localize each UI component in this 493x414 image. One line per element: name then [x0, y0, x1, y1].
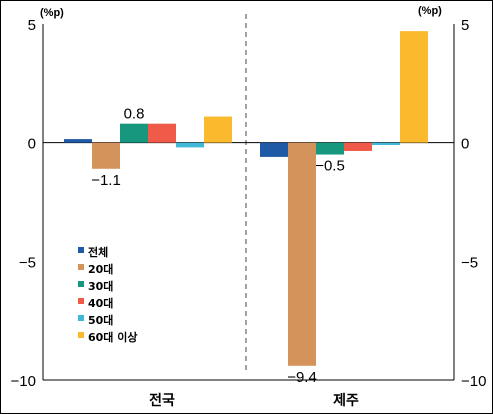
tick-labels: 5 5 0 0 −5 −5 −10 −10: [11, 17, 487, 390]
legend-label: 60대 이상: [88, 330, 138, 344]
left-tick-label: 0: [28, 136, 36, 153]
bar-national-series-2: [120, 123, 148, 143]
legend-label: 20대: [88, 262, 113, 276]
legend-swatch: [78, 247, 84, 253]
bar-national-series-3: [148, 123, 176, 143]
right-tick-label: −10: [461, 373, 486, 390]
category-label-national: 전국: [149, 392, 175, 409]
bar-national-series-1: [92, 142, 120, 169]
legend-label: 40대: [88, 296, 113, 310]
bar-jeju-series-4: [372, 142, 400, 146]
bar-national-series-0: [64, 139, 92, 143]
bars: [64, 31, 428, 366]
data-label: −1.1: [91, 172, 121, 189]
bar-national-series-4: [176, 142, 204, 148]
right-tick-label: −5: [461, 254, 478, 271]
legend-label: 50대: [88, 313, 113, 327]
legend-swatch: [78, 281, 84, 287]
right-axis-unit: (%p): [418, 5, 442, 17]
legend-swatch: [78, 298, 84, 304]
bar-jeju-series-1: [288, 142, 316, 366]
left-tick-label: 5: [28, 17, 36, 34]
bar-jeju-series-3: [344, 142, 372, 151]
bar-national-series-5: [204, 116, 232, 143]
left-tick-label: −5: [19, 254, 36, 271]
bar-jeju-series-5: [400, 31, 428, 143]
legend: 전체 20대 30대 40대 50대 60대 이상: [78, 245, 138, 344]
data-label: −0.5: [315, 158, 345, 175]
legend-swatch: [78, 264, 84, 270]
left-tick-label: −10: [11, 373, 36, 390]
left-axis-unit: (%p): [40, 7, 64, 19]
data-labels: −1.1 0.8 −0.5 −9.4: [91, 106, 345, 386]
right-tick-label: 5: [461, 17, 469, 34]
category-label-jeju: 제주: [333, 393, 359, 409]
legend-swatch: [78, 315, 84, 321]
data-label: 0.8: [124, 106, 145, 123]
right-tick-label: 0: [461, 136, 469, 153]
legend-label: 전체: [88, 245, 108, 259]
bar-jeju-series-2: [316, 142, 344, 155]
axes: [42, 14, 455, 381]
legend-swatch: [78, 332, 84, 338]
legend-label: 30대: [88, 279, 113, 293]
data-label: −9.4: [287, 369, 317, 386]
bar-jeju-series-0: [260, 142, 288, 157]
